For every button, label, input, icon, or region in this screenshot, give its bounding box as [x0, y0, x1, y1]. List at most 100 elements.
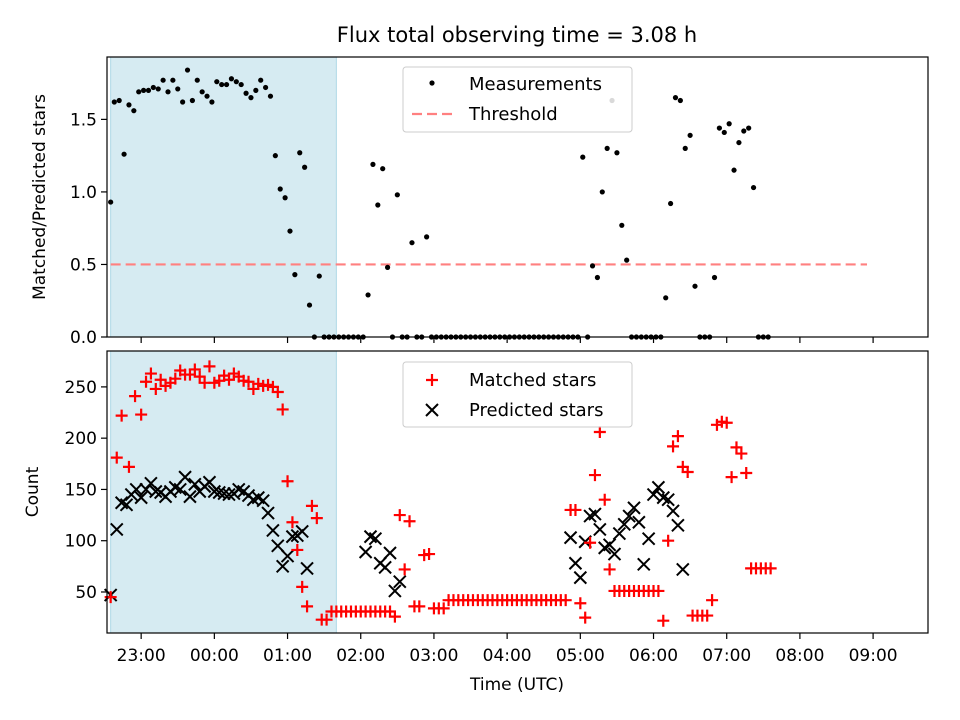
measurement-point	[599, 189, 605, 195]
matched-point	[222, 373, 235, 386]
measurement-point	[204, 93, 210, 99]
measurement-point	[184, 67, 191, 73]
measurement-point	[287, 228, 293, 234]
matched-point	[398, 563, 411, 576]
predicted-point	[627, 501, 641, 515]
matched-point	[149, 382, 162, 395]
ratio-y-tick-label: 1.5	[70, 110, 97, 130]
predicted-point	[280, 549, 295, 563]
measurement-point	[297, 150, 303, 156]
matched-point	[725, 471, 738, 484]
measurement-point	[140, 87, 147, 93]
measurement-point	[316, 273, 322, 279]
ratio-panel: 0.0 0.5 1.0 1.5 Matched/Predicted stars Mea…	[30, 56, 929, 348]
measurement-point	[604, 145, 610, 151]
matched-point	[305, 499, 318, 512]
matched-point	[681, 466, 694, 479]
count-x-ticks: 23:00 00:00 01:00 02:00 03:00 04:00 05:00 06:00…	[117, 633, 898, 666]
predicted-point	[110, 522, 124, 537]
predicted-point	[651, 480, 666, 495]
measurement-point	[253, 87, 259, 93]
predicted-point	[393, 575, 407, 589]
matched-point	[588, 469, 601, 482]
matched-point	[169, 372, 182, 385]
measurement-point	[750, 184, 757, 191]
matched-point	[276, 403, 289, 416]
predicted-point	[178, 470, 192, 484]
predicted-point	[285, 529, 300, 544]
measurement-point	[145, 87, 152, 93]
matched-point	[423, 548, 436, 561]
count-x-tick-label: 02:00	[336, 646, 385, 666]
ratio-legend-box	[402, 66, 633, 133]
measurement-point	[731, 167, 737, 173]
measurement-point	[108, 199, 114, 205]
predicted-point	[602, 538, 617, 552]
threshold-legend-label: Threshold	[468, 104, 558, 125]
matched-point	[657, 614, 670, 627]
measurement-point	[238, 81, 244, 88]
predicted-point	[661, 492, 675, 507]
predicted-point	[261, 506, 275, 520]
measurement-point	[302, 164, 308, 170]
count-x-tick-label: 04:00	[483, 646, 532, 666]
matched-point	[574, 597, 587, 610]
matched-markers	[104, 360, 777, 627]
matched-point	[115, 409, 128, 422]
matched-point	[154, 373, 167, 386]
measurement-point	[267, 93, 274, 99]
measurement-point	[594, 274, 601, 281]
predicted-point	[202, 475, 217, 489]
predicted-point	[173, 482, 187, 497]
measurement-point	[424, 234, 430, 240]
matched-point	[701, 609, 714, 622]
matched-point	[310, 512, 323, 525]
predicted-point	[676, 562, 690, 577]
predicted-point	[383, 546, 397, 560]
measurement-point	[160, 77, 166, 83]
measurement-point	[214, 79, 220, 85]
measurement-point	[682, 145, 688, 151]
measurement-point	[716, 125, 722, 131]
count-x-tick-label: 09:00	[849, 646, 898, 666]
measurement-point	[180, 99, 186, 105]
matched-point	[735, 447, 748, 460]
matched-point	[188, 363, 201, 376]
matched-point	[593, 426, 606, 439]
matched-point	[110, 451, 123, 464]
count-panel: 50 100 150 200 250 23:00 00:00 01:00 02:00 03:00…	[23, 350, 929, 695]
measurement-point	[614, 150, 620, 156]
measurement-point	[223, 81, 230, 88]
measurement-point	[394, 192, 400, 198]
measurement-point	[175, 86, 181, 92]
count-x-tick-label: 00:00	[190, 646, 239, 666]
predicted-point	[588, 507, 602, 521]
predicted-point	[149, 484, 163, 499]
matched-legend-marker	[426, 374, 438, 386]
measurement-point	[672, 95, 679, 101]
ratio-y-ticks: 0.0 0.5 1.0 1.5	[70, 110, 107, 348]
measurement-point	[233, 79, 239, 85]
predicted-point	[368, 531, 383, 546]
measurement-point	[687, 132, 693, 138]
measurement-point	[258, 77, 264, 83]
matched-point	[393, 509, 406, 522]
count-x-tick-label: 23:00	[117, 646, 166, 666]
predicted-point	[641, 531, 656, 546]
predicted-point	[217, 486, 231, 501]
count-x-tick-label: 08:00	[775, 646, 824, 666]
predicted-legend-label: Predicted stars	[469, 400, 603, 421]
count-x-tick-label: 03:00	[409, 646, 458, 666]
matched-point	[720, 416, 733, 429]
count-y-tick-label: 50	[75, 583, 97, 603]
count-y-ticks: 50 100 150 200 250	[65, 378, 107, 603]
measurement-point	[736, 139, 742, 146]
matched-point	[286, 516, 299, 529]
measurement-point	[741, 128, 747, 134]
predicted-point	[646, 487, 661, 502]
ratio-y-tick-label: 1.0	[70, 183, 97, 203]
measurement-point	[155, 86, 161, 92]
predicted-point	[666, 504, 680, 518]
measurement-point	[199, 89, 205, 95]
